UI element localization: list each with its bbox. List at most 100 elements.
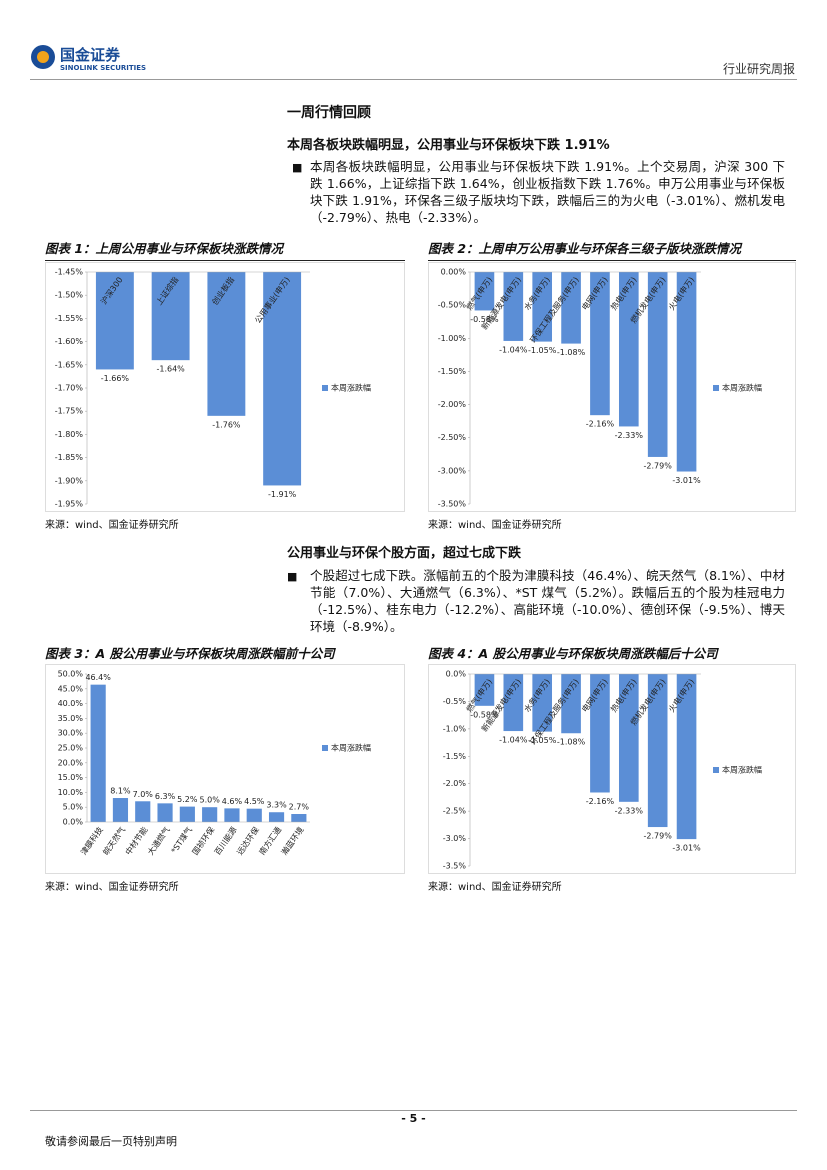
bar	[590, 272, 610, 416]
value-label: -2.79%	[644, 461, 673, 470]
figure-title: 图表 3：A 股公用事业与环保板块周涨跌幅前十公司	[45, 643, 405, 666]
legend-label: 本周涨跌幅	[331, 743, 371, 753]
y-tick-label: -1.85%	[55, 453, 84, 462]
y-tick-label: 0.0%	[446, 670, 467, 679]
bar	[590, 674, 610, 793]
disclaimer: 敬请参阅最后一页特别声明	[45, 1135, 177, 1148]
bar	[474, 272, 495, 311]
y-tick-label: 35.0%	[58, 714, 84, 723]
value-label: 8.1%	[110, 787, 131, 796]
value-label: 5.2%	[177, 795, 198, 804]
bar	[179, 806, 195, 822]
y-tick-label: -1.00%	[438, 334, 467, 343]
y-tick-label: -1.95%	[55, 500, 84, 509]
page-number: - 5 -	[401, 1112, 426, 1125]
y-tick-label: -2.0%	[443, 779, 467, 788]
y-tick-label: -1.60%	[55, 337, 84, 346]
value-label: 4.5%	[244, 797, 265, 806]
y-tick-label: -1.55%	[55, 314, 84, 323]
value-label: 2.7%	[289, 803, 310, 812]
y-tick-label: -3.00%	[438, 466, 467, 475]
value-label: -2.16%	[586, 797, 615, 806]
y-tick-label: -1.5%	[443, 752, 467, 761]
source: 来源：wind、国金证券研究所	[428, 520, 562, 531]
y-tick-label: -0.50%	[438, 301, 467, 310]
bar	[268, 812, 285, 822]
y-tick-label: -1.70%	[55, 384, 84, 393]
y-tick-label: 50.0%	[58, 670, 84, 679]
value-label: -1.76%	[212, 420, 241, 429]
bar	[207, 272, 246, 416]
bar	[532, 272, 553, 342]
chart: 0.0% 5.0% 10.0% 15.0% 20.0% 25.0% 30.0% 35.0% 40…	[45, 664, 405, 874]
y-tick-label: -1.65%	[55, 360, 84, 369]
section-title: 一周行情回顾	[287, 105, 371, 121]
value-label: -2.16%	[586, 420, 615, 429]
bullet: ■	[292, 161, 303, 174]
bar	[157, 803, 173, 822]
bar	[618, 674, 639, 802]
bullet: ■	[287, 570, 298, 583]
source: 来源：wind、国金证券研究所	[45, 520, 179, 531]
value-label: 6.3%	[155, 792, 176, 801]
chart: 0.00% -0.50% -1.00% -1.50% -2.00% -2.50% -3.00…	[428, 262, 796, 512]
value-label: -1.91%	[268, 490, 297, 499]
bar	[503, 272, 524, 341]
subheading: 本周各板块跌幅明显，公用事业与环保板块下跌 1.91%	[287, 138, 610, 153]
bar	[618, 272, 639, 427]
chart: -1.45% -1.50% -1.55% -1.60% -1.65% -1.70% -1.7…	[45, 262, 405, 512]
y-tick-label: -1.0%	[443, 724, 467, 733]
paragraph: 本周各板块跌幅明显，公用事业与环保板块下跌 1.91%。上个交易周，沪深 300…	[310, 159, 785, 225]
y-tick-label: 0.00%	[441, 268, 467, 277]
value-label: -2.79%	[644, 832, 673, 841]
subheading: 公用事业与环保个股方面，超过七成下跌	[287, 546, 522, 561]
value-label: -0.58%	[470, 315, 499, 324]
y-tick-label: -3.5%	[443, 862, 467, 871]
chart: 0.0% -0.5% -1.0% -1.5% -2.0% -2.5% -3.0% -3.5% -…	[428, 664, 796, 874]
value-label: -2.33%	[615, 806, 644, 815]
bar	[112, 798, 129, 822]
y-tick-label: -0.5%	[443, 697, 467, 706]
y-tick-label: 10.0%	[58, 788, 84, 797]
value-label: -1.04%	[499, 736, 528, 745]
bar	[647, 272, 668, 457]
value-label: 7.0%	[133, 790, 154, 799]
value-label: 3.3%	[266, 801, 287, 810]
y-tick-label: 0.0%	[63, 818, 84, 827]
y-tick-label: -1.45%	[55, 268, 84, 277]
bar	[95, 272, 134, 370]
value-label: 5.0%	[199, 796, 220, 805]
value-label: -1.64%	[156, 365, 185, 374]
y-tick-label: -3.50%	[438, 500, 467, 509]
legend-label: 本周涨跌幅	[722, 765, 762, 775]
value-label: 4.6%	[222, 797, 243, 806]
figure-title: 图表 4：A 股公用事业与环保板块周涨跌幅后十公司	[428, 643, 796, 666]
value-label: -1.05%	[528, 736, 557, 745]
y-tick-label: 15.0%	[58, 773, 84, 782]
legend-swatch	[322, 385, 328, 391]
bar	[561, 272, 581, 344]
y-tick-label: -3.0%	[443, 834, 467, 843]
bar	[90, 684, 106, 822]
value-label: -1.05%	[528, 346, 557, 355]
source: 来源：wind、国金证券研究所	[428, 882, 562, 893]
y-tick-label: 5.0%	[63, 803, 84, 812]
header-rule	[30, 79, 797, 80]
bar	[246, 808, 262, 822]
y-tick-label: -1.75%	[55, 407, 84, 416]
brand: 国金证券	[60, 46, 121, 64]
value-label: -1.66%	[101, 374, 130, 383]
bar	[561, 674, 581, 734]
bar	[647, 674, 668, 828]
bar	[224, 808, 240, 822]
bar	[532, 674, 553, 732]
figure-title: 图表 2：上周申万公用事业与环保各三级子版块涨跌情况	[428, 238, 796, 261]
legend-swatch	[322, 745, 328, 751]
bar	[151, 272, 190, 361]
paragraph: 个股超过七成下跌。涨幅前五的个股为津膜科技（46.4%）、皖天然气（8.1%）、…	[310, 568, 785, 634]
y-tick-label: 20.0%	[58, 758, 84, 767]
y-tick-label: -2.50%	[438, 433, 467, 442]
value-label: -1.04%	[499, 345, 528, 354]
value-label: -3.01%	[672, 844, 701, 853]
legend-label: 本周涨跌幅	[722, 383, 762, 393]
